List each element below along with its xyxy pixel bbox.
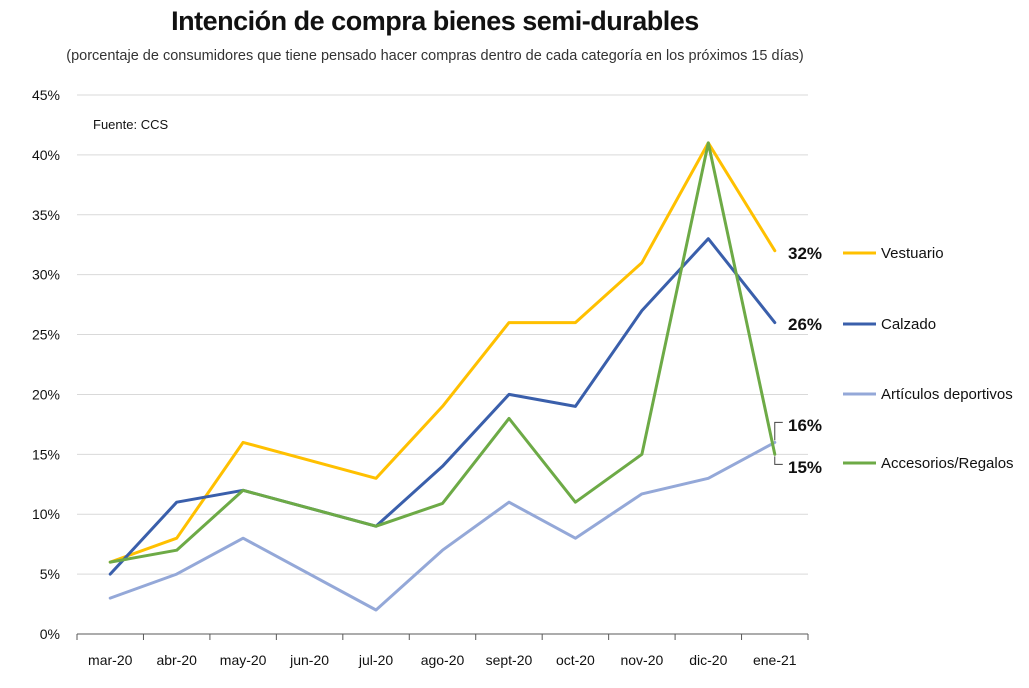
series-line-calzado — [108, 237, 777, 576]
y-tick-label: 15% — [32, 446, 60, 462]
y-tick-label: 25% — [32, 327, 60, 343]
x-tick-label: jul-20 — [358, 652, 393, 668]
x-tick-label: ene-21 — [753, 652, 797, 668]
end-label: 32% — [788, 244, 822, 263]
legend-label: Artículos deportivos — [881, 386, 1013, 403]
chart-title: Intención de compra bienes semi-durables — [171, 6, 699, 36]
source-note: Fuente: CCS — [93, 117, 168, 132]
x-tick-label: mar-20 — [88, 652, 133, 668]
x-tick-label: nov-20 — [620, 652, 663, 668]
legend-label: Vestuario — [881, 245, 944, 262]
chart-subtitle: (porcentaje de consumidores que tiene pe… — [66, 48, 804, 64]
legend-label: Calzado — [881, 316, 936, 333]
y-tick-label: 35% — [32, 207, 60, 223]
leader-line — [774, 421, 783, 441]
x-tick-label: abr-20 — [156, 652, 197, 668]
end-label: 16% — [788, 416, 822, 435]
y-tick-label: 30% — [32, 267, 60, 283]
y-tick-label: 20% — [32, 386, 60, 402]
y-tick-label: 40% — [32, 147, 60, 163]
x-tick-label: may-20 — [220, 652, 267, 668]
x-tick-label: ago-20 — [421, 652, 465, 668]
legend-label: Accesorios/Regalos — [881, 455, 1014, 472]
series-line-art-culos-deportivos — [108, 440, 777, 612]
series-line-accesorios-regalos — [108, 141, 777, 564]
x-tick-label: dic-20 — [689, 652, 727, 668]
x-tick-label: sept-20 — [486, 652, 533, 668]
y-tick-label: 10% — [32, 506, 60, 522]
x-tick-label: oct-20 — [556, 652, 595, 668]
y-tick-label: 45% — [32, 87, 60, 103]
series-line-vestuario — [108, 141, 777, 564]
y-tick-label: 5% — [40, 566, 60, 582]
leader-line — [774, 456, 783, 465]
end-label: 26% — [788, 315, 822, 334]
end-label: 15% — [788, 458, 822, 477]
x-tick-label: jun-20 — [289, 652, 329, 668]
y-tick-label: 0% — [40, 626, 60, 642]
